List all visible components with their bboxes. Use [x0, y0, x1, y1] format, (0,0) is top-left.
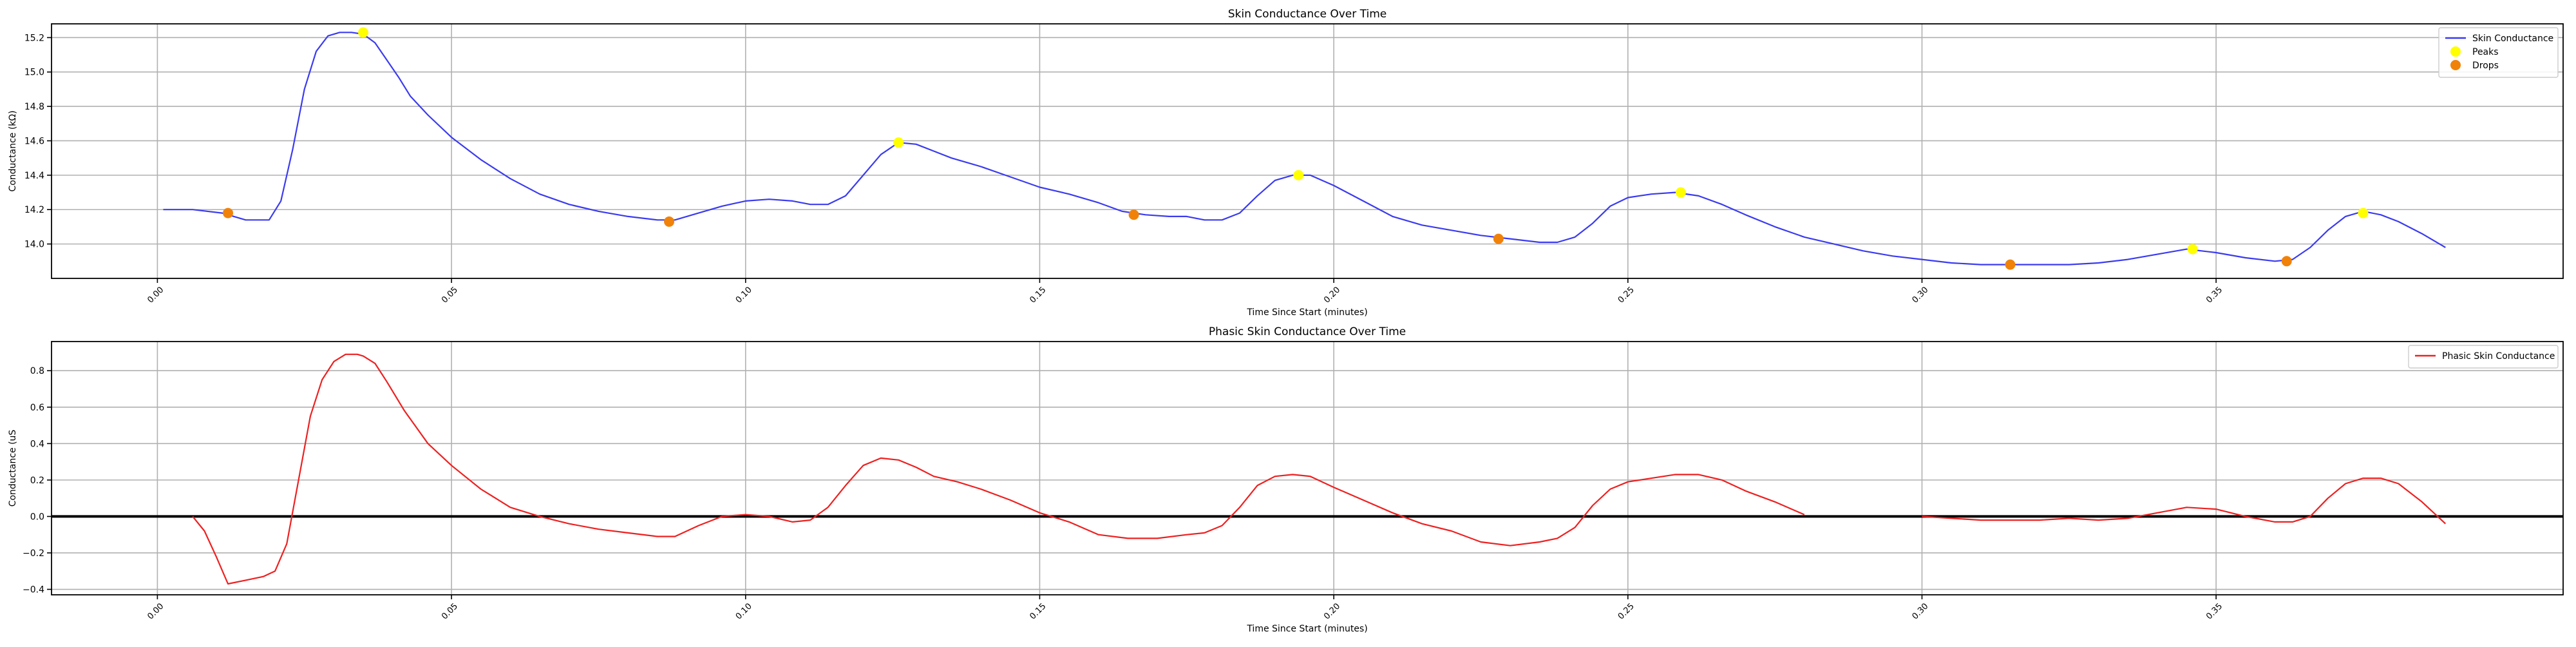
x-tick-label: 0.05 — [440, 601, 460, 621]
y-tick-label: 14.6 — [24, 136, 44, 146]
legend: Skin Conductance Peaks Drops — [2438, 27, 2559, 78]
peak-point — [2358, 208, 2369, 218]
peak-point — [1675, 187, 1686, 198]
y-tick-label: 0.6 — [30, 403, 44, 413]
drop-point — [664, 216, 675, 227]
x-tick-label: 0.20 — [1322, 601, 1342, 621]
drop-point — [1493, 233, 1504, 244]
x-axis-label: Time Since Start (minutes) — [1246, 307, 1367, 318]
drop-point — [223, 208, 234, 218]
series-line — [192, 353, 1805, 585]
plot-frame — [51, 23, 2564, 279]
legend: Phasic Skin Conductance — [2408, 345, 2559, 369]
x-tick-label: 0.05 — [440, 285, 460, 305]
legend-label: Drops — [2472, 61, 2499, 71]
x-tick-label: 0.00 — [146, 285, 166, 305]
x-tick-label: 0.10 — [734, 601, 754, 621]
x-tick-label: 0.00 — [146, 601, 166, 621]
y-tick-label: 0.8 — [30, 366, 44, 376]
x-tick-label: 0.25 — [1616, 601, 1636, 621]
peak-point — [358, 27, 369, 38]
x-tick-label: 0.35 — [2204, 601, 2224, 621]
y-tick-label: 14.0 — [24, 240, 44, 250]
y-tick-label: 14.2 — [24, 205, 44, 215]
legend-label: Peaks — [2472, 47, 2499, 57]
y-tick-label: 14.8 — [24, 102, 44, 112]
legend-label: Phasic Skin Conductance — [2442, 351, 2555, 362]
skin-conductance-panel: 0.00 0.05 0.10 0.15 0.20 0.25 0.30 0.35 14.0 14.2… — [8, 8, 2564, 318]
x-axis-label: Time Since Start (minutes) — [1246, 624, 1367, 634]
series-line — [1922, 477, 2447, 525]
legend-drops-marker — [2450, 60, 2461, 70]
y-tick-label: 14.4 — [24, 171, 44, 181]
x-tick-label: 0.35 — [2204, 285, 2224, 305]
phasic-skin-conductance-panel: 0.00 0.05 0.10 0.15 0.20 0.25 0.30 0.35 −0.4 −0.2… — [8, 325, 2564, 634]
peak-point — [1293, 169, 1304, 180]
chart-title: Skin Conductance Over Time — [1228, 8, 1387, 21]
y-tick-label: 0.4 — [30, 439, 44, 449]
y-tick-label: 0.0 — [30, 512, 44, 522]
y-tick-label: 15.0 — [24, 68, 44, 78]
y-axis-label: Conductance (uS — [8, 430, 18, 507]
series-line — [163, 32, 2446, 266]
plot-frame — [51, 341, 2564, 595]
legend-peaks-marker — [2450, 46, 2461, 57]
drop-point — [1128, 209, 1139, 220]
x-tick-label: 0.30 — [1910, 285, 1930, 305]
x-tick-label: 0.20 — [1322, 285, 1342, 305]
legend-box — [2438, 27, 2559, 78]
y-tick-label: 15.2 — [24, 33, 44, 43]
peak-point — [2187, 244, 2198, 255]
y-tick-label: 0.2 — [30, 476, 44, 486]
y-tick-label: −0.4 — [23, 585, 44, 595]
x-tick-label: 0.10 — [734, 285, 754, 305]
peak-point — [893, 137, 904, 148]
chart-title: Phasic Skin Conductance Over Time — [1209, 325, 1406, 338]
legend-label: Skin Conductance — [2472, 34, 2553, 44]
x-tick-label: 0.30 — [1910, 601, 1930, 621]
y-axis-label: Conductance (kΩ) — [8, 110, 18, 191]
x-tick-label: 0.15 — [1028, 601, 1048, 621]
drop-point — [2005, 259, 2016, 270]
y-tick-label: −0.2 — [23, 548, 44, 559]
drop-point — [2281, 256, 2292, 267]
legend-box — [2408, 345, 2559, 369]
x-tick-label: 0.25 — [1616, 285, 1636, 305]
x-tick-label: 0.15 — [1028, 285, 1048, 305]
